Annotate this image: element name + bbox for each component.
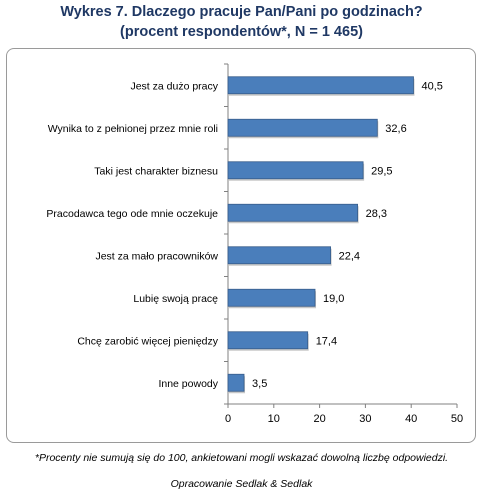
value-label: 3,5: [252, 378, 267, 390]
category-label: Inne powody: [158, 378, 218, 390]
value-label: 22,4: [339, 250, 360, 262]
value-label: 17,4: [316, 335, 337, 347]
bar: [227, 331, 309, 350]
category-label: Jest za mało pracowników: [95, 250, 218, 262]
bar: [227, 373, 245, 392]
value-label: 28,3: [366, 208, 387, 220]
category-label: Taki jest charakter biznesu: [94, 165, 218, 177]
value-label: 40,5: [421, 80, 442, 92]
x-tick-label: 50: [451, 413, 463, 425]
category-label: Wynika to z pełnionej przez mnie roli: [48, 123, 218, 135]
bar: [227, 203, 359, 222]
bar: [227, 118, 378, 137]
bar: [227, 288, 316, 307]
x-tick-label: 20: [313, 413, 325, 425]
x-tick-label: 0: [225, 413, 231, 425]
category-label: Lubię swoją pracę: [133, 293, 218, 305]
source-note: Opracowanie Sedlak & Sedlak: [170, 478, 313, 490]
chart-subtitle: (procent respondentów*, N = 1 465): [120, 24, 363, 40]
x-tick-label: 30: [359, 413, 371, 425]
value-label: 19,0: [323, 293, 344, 305]
value-label: 29,5: [371, 165, 392, 177]
category-label: Pracodawca tego ode mnie oczekuje: [46, 208, 218, 220]
x-tick-label: 40: [405, 413, 417, 425]
bar: [227, 246, 331, 265]
bar: [227, 161, 364, 180]
x-tick-label: 10: [268, 413, 280, 425]
category-label: Chcę zarobić więcej pieniędzy: [77, 335, 218, 347]
bar-chart: 0 10 20 30 40 50 Jest za dużo pracy 40,5 Wynika …: [46, 63, 463, 425]
footnote: *Procenty nie sumują się do 100, ankieto…: [34, 452, 449, 464]
chart-title: Wykres 7. Dlaczego pracuje Pan/Pani po g…: [60, 4, 423, 20]
value-label: 32,6: [385, 123, 406, 135]
bar: [227, 76, 414, 95]
category-label: Jest za dużo pracy: [130, 80, 218, 92]
